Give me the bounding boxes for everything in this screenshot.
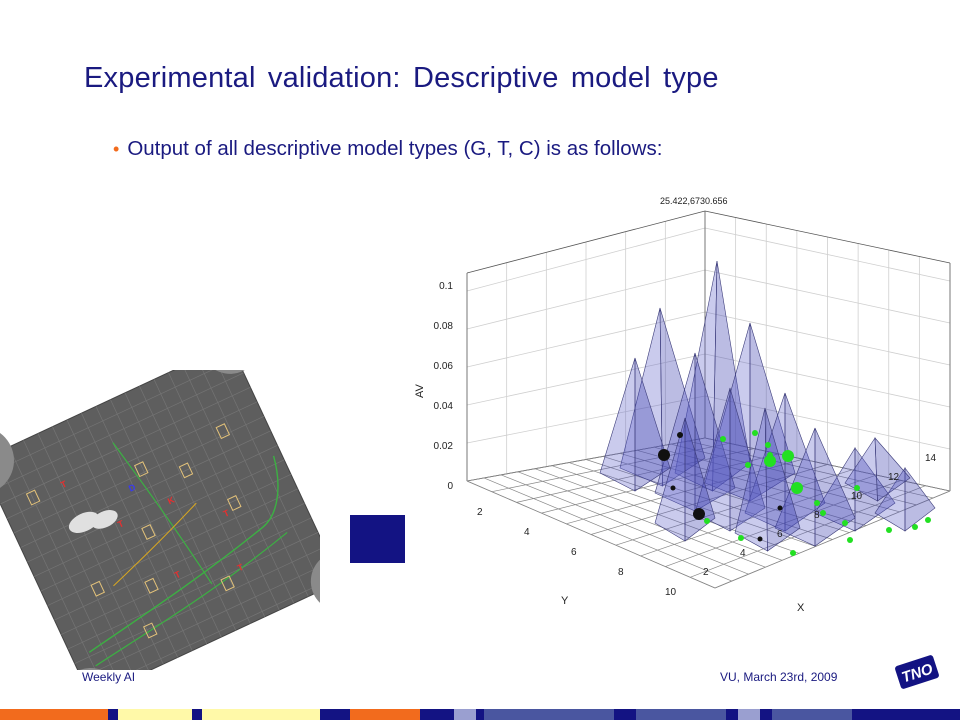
surface-facet [712, 260, 751, 492]
black-point [677, 432, 683, 438]
tno-logo: TNO [895, 655, 939, 689]
y-tick-label: 8 [618, 567, 624, 578]
surface-chart: 25.422,6730.656 0 0.02 0.04 0.06 0.08 0.1 2 4 6 8… [405, 183, 960, 631]
green-point [886, 527, 892, 533]
green-point [847, 537, 853, 543]
green-point [820, 510, 826, 516]
bar-segment [636, 709, 726, 720]
green-point [738, 535, 744, 541]
y-tick-label: 6 [571, 547, 577, 558]
surface-facet [874, 437, 911, 502]
bullet-dot: • [113, 139, 120, 159]
footer-right: VU, March 23rd, 2009 [720, 670, 838, 684]
bullet-item: • Output of all descriptive model types (… [113, 137, 662, 161]
z-tick-label: 0 [447, 481, 453, 492]
x-tick-label: 14 [925, 453, 937, 464]
bar-segment [202, 709, 320, 720]
bar-segment [350, 709, 420, 720]
floor-label: D [127, 482, 138, 494]
bar-segment [772, 709, 852, 720]
green-point [791, 482, 803, 494]
bar-segment [420, 709, 454, 720]
bar-segment [108, 709, 118, 720]
green-point [764, 455, 776, 467]
green-point [745, 462, 751, 468]
surface-facet [694, 352, 736, 512]
bar-segment [738, 709, 760, 720]
floor-label: T [173, 569, 183, 581]
z-tick-label: 0.08 [434, 321, 454, 332]
floor-label: T [59, 478, 69, 490]
floor-label: T [222, 508, 232, 520]
bar-segment [726, 709, 738, 720]
black-point [658, 449, 670, 461]
x-tick-label: 12 [888, 472, 900, 483]
x-tick-label: 10 [851, 491, 863, 502]
green-point [704, 518, 710, 524]
floor-label: T [116, 518, 126, 530]
x-tick-label: 8 [814, 510, 820, 521]
bar-segment [484, 709, 614, 720]
z-tick-label: 0.1 [439, 281, 453, 292]
floor-label: K [166, 494, 177, 506]
bar-segment [454, 709, 476, 720]
bullet-text: Output of all descriptive model types (G… [127, 137, 663, 160]
y-axis-label: Y [561, 595, 569, 607]
surface-facet [904, 467, 936, 532]
bar-segment [852, 709, 960, 720]
green-point [814, 500, 820, 506]
slide-title: Experimental validation: Descriptive mod… [84, 62, 719, 94]
black-point [693, 508, 705, 520]
surface-facet [684, 417, 716, 542]
x-tick-label: 4 [740, 548, 746, 559]
y-tick-label: 2 [477, 507, 483, 518]
surface-facet [814, 427, 856, 547]
black-point [757, 536, 763, 542]
bar-segment [118, 709, 192, 720]
chart-title: 25.422,6730.656 [660, 196, 728, 206]
x-axis-label: X [797, 602, 805, 614]
surface-facet [599, 357, 636, 492]
bottom-color-bar [0, 709, 960, 720]
green-point [765, 442, 771, 448]
floor-label: T [236, 562, 246, 574]
x-tick-label: 2 [703, 567, 709, 578]
black-point [777, 505, 783, 511]
green-point [842, 520, 848, 526]
bar-segment [760, 709, 772, 720]
bar-segment [614, 709, 636, 720]
footer-left: Weekly AI [82, 670, 136, 684]
green-point [925, 517, 931, 523]
bar-segment [192, 709, 202, 720]
green-point [912, 524, 918, 530]
surface-facet [764, 407, 801, 552]
z-tick-label: 0.06 [434, 361, 454, 372]
green-point [790, 550, 796, 556]
green-point [752, 430, 758, 436]
floor-plan-image: T T K T T T D [0, 370, 320, 670]
black-point [670, 485, 676, 491]
bar-segment [0, 709, 108, 720]
z-tick-label: 0.02 [434, 441, 454, 452]
green-point [720, 436, 726, 442]
surface-facet [729, 387, 766, 532]
z-tick-label: 0.04 [434, 401, 454, 412]
bar-segment [476, 709, 484, 720]
bar-segment [320, 709, 350, 720]
y-tick-label: 4 [524, 527, 530, 538]
z-axis-label: AV [414, 383, 426, 398]
y-tick-label: 10 [665, 587, 677, 598]
green-point [854, 485, 860, 491]
x-tick-label: 6 [777, 529, 783, 540]
green-point [782, 450, 794, 462]
